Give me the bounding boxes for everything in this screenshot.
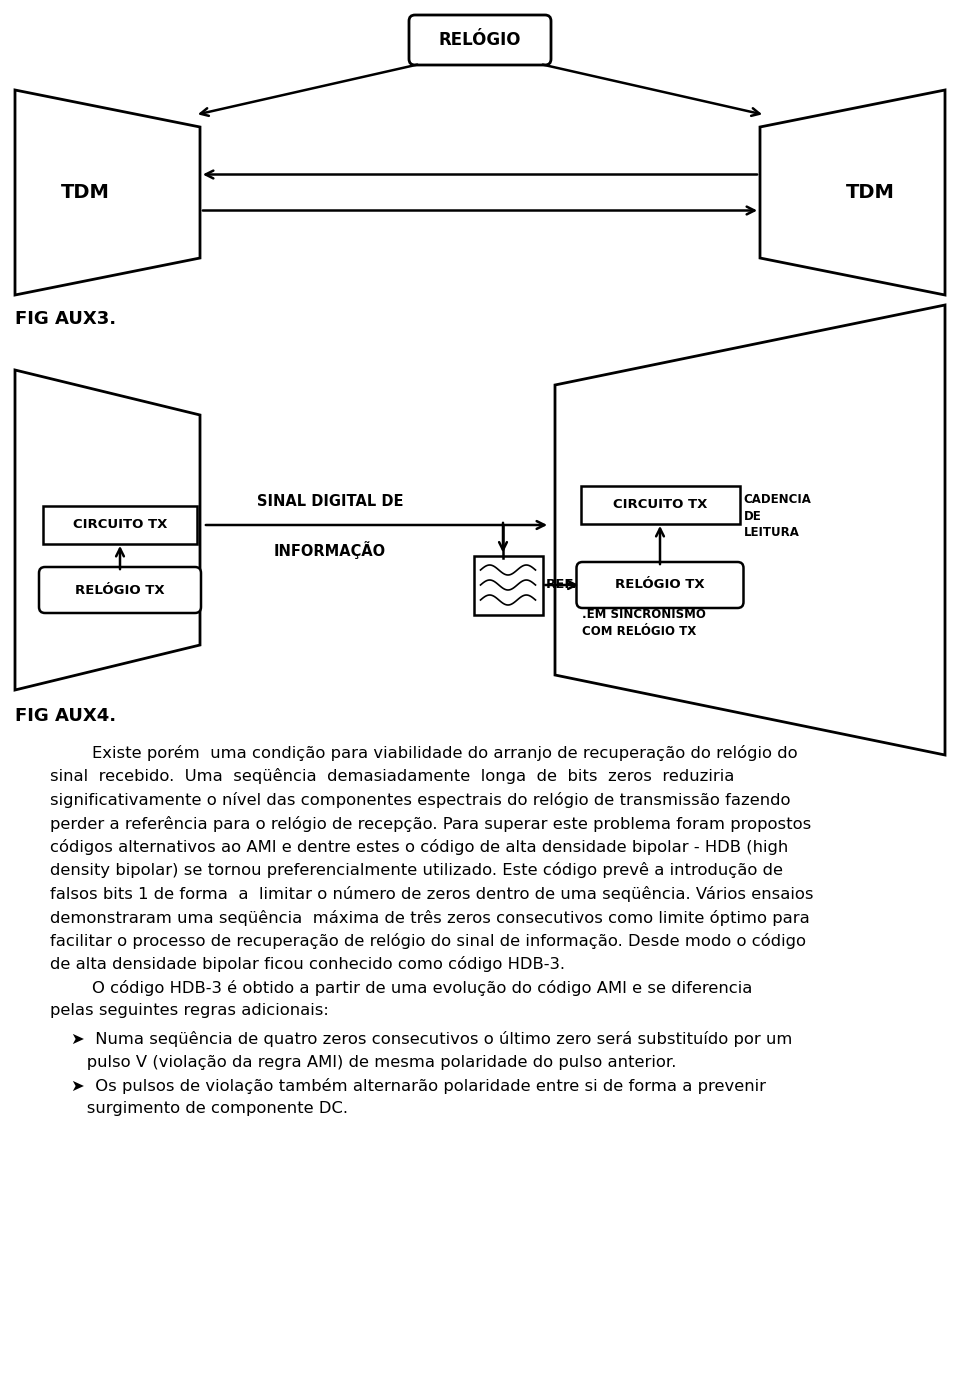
Text: RELÓGIO: RELÓGIO [439,31,521,49]
FancyBboxPatch shape [473,555,542,615]
Text: SINAL DIGITAL DE: SINAL DIGITAL DE [256,494,403,509]
Text: O código HDB-3 é obtido a partir de uma evolução do código AMI e se diferencia: O código HDB-3 é obtido a partir de uma … [50,981,753,996]
Text: surgimento de componente DC.: surgimento de componente DC. [50,1102,348,1116]
Text: sinal  recebido.  Uma  seqüência  demasiadamente  longa  de  bits  zeros  reduzi: sinal recebido. Uma seqüência demasiadam… [50,769,734,784]
Text: pulso V (violação da regra AMI) de mesma polaridade do pulso anterior.: pulso V (violação da regra AMI) de mesma… [50,1055,677,1070]
Polygon shape [760,91,945,294]
Text: density bipolar) se tornou preferencialmente utilizado. Este código prevê a intr: density bipolar) se tornou preferencialm… [50,862,783,879]
Text: CIRCUITO TX: CIRCUITO TX [73,519,167,531]
Text: REF.: REF. [545,579,577,591]
Text: demonstraram uma seqüência  máxima de três zeros consecutivos como limite óptimo: demonstraram uma seqüência máxima de trê… [50,910,809,925]
Text: Existe porém  uma condição para viabilidade do arranjo de recuperação do relógio: Existe porém uma condição para viabilida… [50,745,798,762]
Text: pelas seguintes regras adicionais:: pelas seguintes regras adicionais: [50,1003,328,1018]
Text: facilitar o processo de recuperação de relógio do sinal de informação. Desde mod: facilitar o processo de recuperação de r… [50,933,806,949]
FancyBboxPatch shape [581,485,739,525]
Text: FIG AUX3.: FIG AUX3. [15,310,116,328]
FancyBboxPatch shape [409,15,551,66]
Text: ➤  Numa seqüência de quatro zeros consecutivos o último zero será substituído po: ➤ Numa seqüência de quatro zeros consecu… [50,1031,792,1048]
Text: RELÓGIO TX: RELÓGIO TX [75,583,165,597]
Text: códigos alternativos ao AMI e dentre estes o código de alta densidade bipolar - : códigos alternativos ao AMI e dentre est… [50,838,788,855]
Text: .EM SINCRONISMO
COM RELÓGIO TX: .EM SINCRONISMO COM RELÓGIO TX [583,608,707,638]
Polygon shape [15,91,200,294]
Text: de alta densidade bipolar ficou conhecido como código HDB-3.: de alta densidade bipolar ficou conhecid… [50,957,565,972]
Text: CADENCIA
DE
LEITURA: CADENCIA DE LEITURA [743,492,811,538]
Polygon shape [555,306,945,755]
Polygon shape [15,370,200,691]
Text: falsos bits 1 de forma  a  limitar o número de zeros dentro de uma seqüência. Vá: falsos bits 1 de forma a limitar o númer… [50,886,813,903]
Text: INFORMAÇÃO: INFORMAÇÃO [274,541,386,559]
Text: FIG AUX4.: FIG AUX4. [15,707,116,725]
Text: ➤  Os pulsos de violação também alternarão polaridade entre si de forma a preven: ➤ Os pulsos de violação também alternarã… [50,1078,766,1094]
FancyBboxPatch shape [43,506,197,544]
Text: TDM: TDM [846,183,895,202]
Text: CIRCUITO TX: CIRCUITO TX [612,498,708,512]
FancyBboxPatch shape [577,562,743,608]
Text: perder a referência para o relógio de recepção. Para superar este problema foram: perder a referência para o relógio de re… [50,816,811,831]
Text: RELÓGIO TX: RELÓGIO TX [615,579,705,591]
Text: significativamente o nível das componentes espectrais do relógio de transmissão : significativamente o nível das component… [50,792,790,808]
FancyBboxPatch shape [39,566,201,612]
Text: TDM: TDM [60,183,109,202]
